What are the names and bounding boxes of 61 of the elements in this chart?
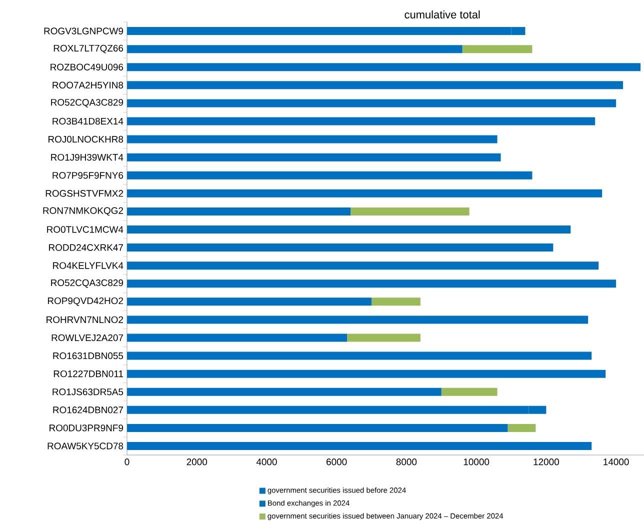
y-tick-label: ROZBOC49U096 [50,64,124,70]
y-tick-label: RO0DU3PR9NF9 [50,424,124,432]
y-tick-label: ROP9QVD42HO2 [48,297,124,306]
bar [441,388,498,396]
bar [127,280,616,288]
y-tick-label: RO7P95F9FNY6 [52,172,124,179]
y-tick-label: ROO7A2H5YIN8 [52,82,124,88]
bar [127,45,462,54]
x-tick-label: 14000 [604,458,629,466]
bar [127,244,554,252]
y-tick-label: RO52CQA3C829 [51,98,124,108]
bar [127,424,508,432]
bar [127,189,602,198]
y-tick-label: ROAW5KY5CD78 [48,442,124,450]
x-tick-label: 2000 [186,458,208,466]
bar [127,63,641,72]
y-tick-label: RO4KELYFLVK4 [53,262,124,269]
bar [127,135,498,144]
y-tick-label: RO1631DBN055 [53,352,124,360]
y-tick-label: ROWLVEJ2A207 [52,334,124,342]
y-tick-label: RO1624DBN027 [53,406,123,414]
y-tick-label: ROGV3LGNPCW9 [44,28,124,34]
bar [127,81,624,90]
y-tick-label: RO1227DBN011 [54,370,123,378]
bar [127,153,501,162]
bar [127,352,592,360]
bar [347,334,420,342]
x-tick-label: 10000 [464,458,490,466]
y-tick-label: ROGSHSTVFMX2 [46,190,124,197]
bar [127,370,606,378]
y-tick-label: RON7NMKOKQG2 [43,207,124,216]
bar [127,171,532,180]
y-tick-label: ROXL7LT7QZ66 [54,44,124,54]
y-tick-label: ROJ0LNOCKHR8 [48,136,124,143]
x-tick-label: 8000 [396,458,417,466]
bar [127,262,599,270]
y-tick-label: ROHRVN7NLNO2 [46,316,124,324]
bar [127,207,351,216]
bar [372,298,420,306]
bar [127,117,596,126]
bar [127,225,571,234]
bar [127,298,372,306]
bar [127,99,616,108]
y-tick-label: RO52CQA3C829 [51,279,124,288]
bar [127,442,592,450]
y-tick-label: RO3B41D8EX14 [52,118,124,125]
x-tick-label: 6000 [326,458,347,466]
y-tick-label: RO0TLVC1MCW4 [47,226,124,233]
y-tick-label: RODD24CXRK47 [49,244,123,251]
x-tick-label: 0 [124,458,130,466]
y-tick-label: RO1J9H39WKT4 [51,154,124,161]
bar [127,334,348,342]
bar [462,45,532,54]
bar [127,316,588,324]
x-tick-label: 12000 [534,458,559,466]
chart-title: cumulative total [404,10,480,18]
x-tick-label: 4000 [256,458,277,466]
bar [508,424,536,432]
bar [127,388,442,396]
y-tick-label: RO1JS63DR5A5 [52,388,124,396]
bar [350,207,470,216]
